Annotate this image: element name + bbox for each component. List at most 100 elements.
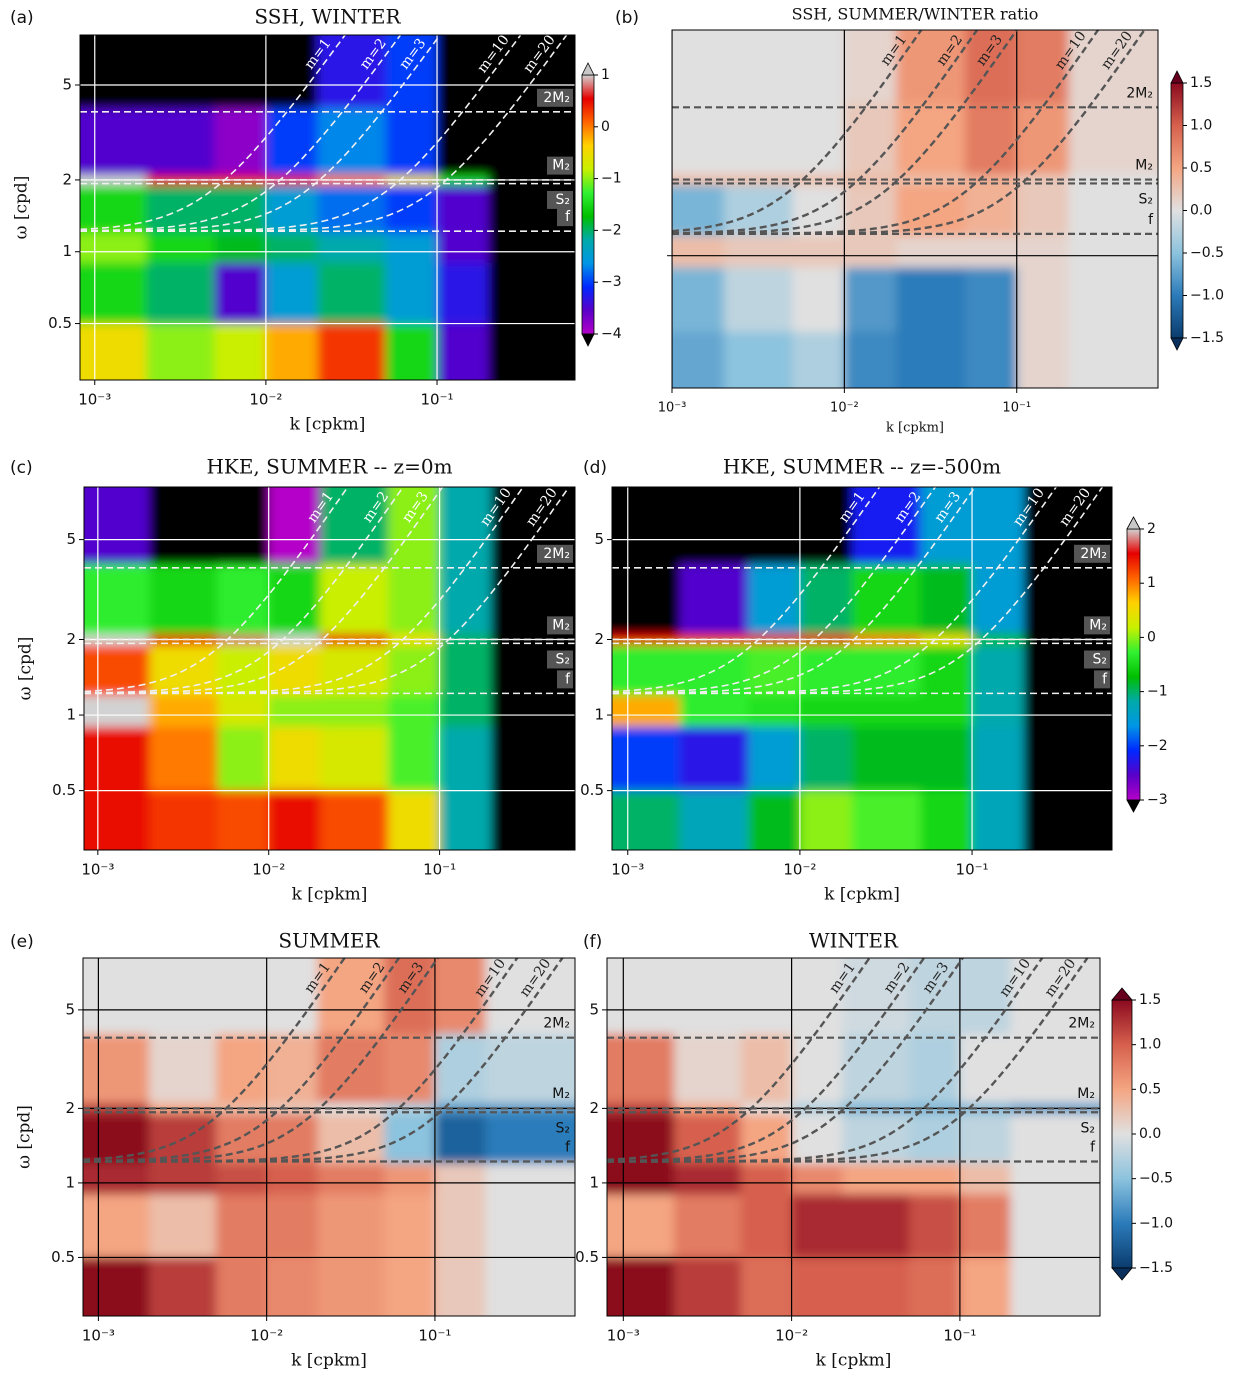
heatmap-cell <box>84 487 150 565</box>
heatmap-cell <box>612 695 681 728</box>
y-axis-label: ω [cpd] <box>16 637 36 701</box>
heatmap-cell <box>723 267 793 333</box>
reference-label: S₂ <box>556 1120 571 1136</box>
heatmap-cell <box>83 1257 150 1316</box>
heatmap-cell <box>268 563 321 635</box>
heatmap-cell <box>149 487 218 565</box>
chart-title: HKE, SUMMER -- z=-500m <box>723 455 1001 479</box>
heatmap-cell <box>149 1194 217 1258</box>
heatmap-cell <box>607 1257 675 1316</box>
y-tick-label: 5 <box>62 75 72 93</box>
mode-curve <box>607 958 871 1161</box>
heatmap-cell <box>268 726 321 792</box>
heatmap-cell <box>1023 563 1112 635</box>
heatmap-cell <box>84 563 150 635</box>
x-axis-label: k [cpkm] <box>290 415 366 435</box>
heatmap-cell <box>844 267 897 333</box>
heatmap-cell <box>851 487 921 565</box>
heatmap-cell <box>909 1257 961 1316</box>
heatmap-cell <box>384 1257 436 1316</box>
heatmap-cell <box>149 958 217 1035</box>
y-tick-label: 2 <box>594 630 604 648</box>
heatmap-cell <box>84 645 150 696</box>
label-box <box>1084 616 1110 635</box>
panel-label: (e) <box>10 932 34 952</box>
heatmap-cell <box>792 235 845 268</box>
x-axis-label: k [cpkm] <box>886 421 944 436</box>
colorbar-extend-top <box>1111 987 1133 1001</box>
heatmap-cell <box>1068 30 1158 104</box>
heatmap-cell <box>972 487 1025 565</box>
heatmap-cell <box>485 1163 575 1195</box>
chart-title: SSH, SUMMER/WINTER ratio <box>792 5 1039 24</box>
heatmap-cell <box>672 30 725 104</box>
heatmap-cell <box>723 174 793 186</box>
heatmap-cell <box>317 185 387 234</box>
reference-label: f <box>1090 1140 1096 1156</box>
heatmap-cell <box>612 726 681 792</box>
heatmap-cell <box>317 1113 385 1164</box>
x-tick-label: 10⁻³ <box>658 401 687 416</box>
heatmap-cell <box>723 30 793 104</box>
colorbar-tick-label: −4 <box>601 326 622 342</box>
heatmap-cell <box>84 790 150 850</box>
heatmap-cell <box>265 262 318 325</box>
mode-curve <box>612 487 937 694</box>
x-tick-label: 10⁻¹ <box>1002 401 1031 416</box>
x-tick-label: 10⁻¹ <box>943 1327 976 1345</box>
heatmap-cell <box>385 232 438 264</box>
colorbar-tick-label: 0 <box>1147 629 1156 645</box>
heatmap-cell <box>748 790 801 850</box>
heatmap-cell <box>149 1163 217 1195</box>
heatmap-cell <box>612 487 681 565</box>
x-tick-label: 10⁻¹ <box>956 861 989 879</box>
heatmap-cell <box>842 1163 910 1195</box>
heatmap-cell <box>317 108 387 176</box>
reference-label: M₂ <box>1089 617 1107 633</box>
x-tick-label: 10⁻¹ <box>423 861 456 879</box>
heatmap-cell <box>268 790 321 850</box>
heatmap-cell <box>791 1163 843 1195</box>
colorbar-tick-label: −2 <box>1147 738 1168 754</box>
heatmap-cell <box>384 1163 436 1195</box>
colorbar-tick-label: −0.5 <box>1190 245 1224 261</box>
y-tick-label: 1 <box>66 706 76 724</box>
mode-curve <box>80 35 402 232</box>
mode-curve <box>84 487 349 693</box>
y-tick-label: 5 <box>65 1000 75 1018</box>
heatmap-cell <box>320 726 389 792</box>
heatmap-cell <box>266 958 318 1035</box>
heatmap-cell <box>437 262 490 325</box>
heatmap-cell <box>83 958 150 1035</box>
heatmap-cell <box>146 108 215 176</box>
colorbar-tick-label: −1.5 <box>1139 1260 1173 1276</box>
heatmap-cell <box>1023 645 1112 696</box>
colorbar-tick-label: 0 <box>601 119 610 135</box>
colorbar <box>1170 82 1184 339</box>
heatmap-cell <box>488 323 575 380</box>
heatmap-cell <box>388 726 441 792</box>
heatmap-cell <box>320 563 389 635</box>
heatmap-cell <box>217 645 270 696</box>
heatmap-cell <box>266 1194 318 1258</box>
x-tick-label: 10⁻³ <box>611 861 644 879</box>
mode-curve <box>84 487 571 695</box>
reference-label: 2M₂ <box>1126 85 1153 101</box>
mode-curve <box>80 35 568 232</box>
heatmap-cell <box>439 790 492 850</box>
heatmap-cell <box>612 645 681 696</box>
reference-label: S₂ <box>556 192 571 208</box>
label-box <box>557 208 573 227</box>
heatmap-cell <box>437 108 490 176</box>
heatmap-cell <box>844 235 897 268</box>
heatmap-cell <box>1016 235 1070 268</box>
heatmap-cell <box>791 1113 843 1164</box>
heatmap-cell <box>1068 235 1158 268</box>
y-tick-label: 0.5 <box>52 781 76 799</box>
heatmap-cell <box>1016 331 1070 388</box>
panel-label: (b) <box>615 8 639 28</box>
heatmap-cell <box>146 323 215 380</box>
heatmap-cell <box>959 1194 1012 1258</box>
colorbar-tick-label: −1.5 <box>1190 330 1224 346</box>
